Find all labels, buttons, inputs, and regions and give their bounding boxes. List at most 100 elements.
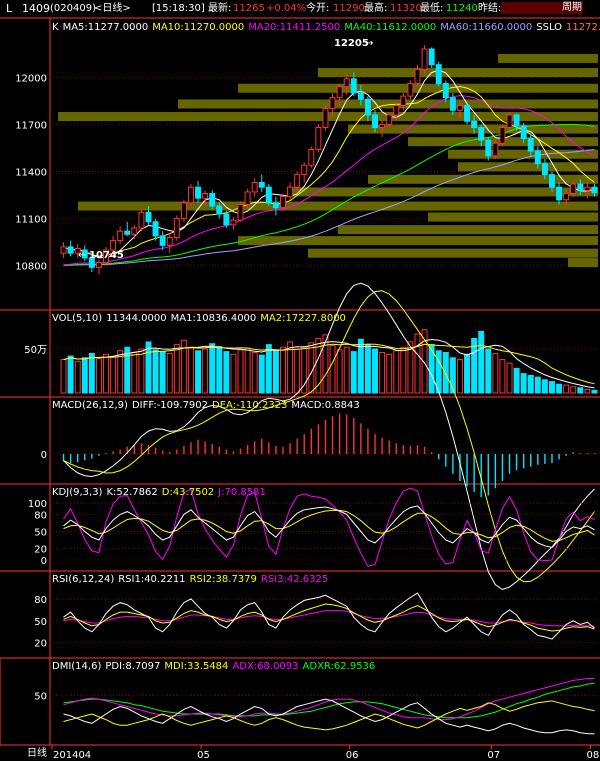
candle-body-25	[237, 203, 244, 221]
candle-body-58	[471, 120, 478, 129]
dmi-adxr-line	[63, 682, 595, 719]
macd-indicator-0: MACD(26,12,9)	[52, 400, 128, 411]
kdj-k-line	[63, 505, 595, 549]
volume-bar-62	[499, 359, 506, 394]
volume-bar-21	[209, 343, 216, 394]
volume-bar-16	[173, 344, 180, 394]
volume-bar-18	[187, 346, 194, 394]
price-indicator-5: MA60:11660.0000	[440, 22, 533, 33]
volume-bar-72	[570, 386, 577, 394]
candle-body-40	[343, 78, 350, 88]
candle-body-68	[541, 163, 548, 176]
candle-body-32	[287, 186, 294, 198]
dmi-mdi-line	[63, 700, 595, 731]
candle-body-33	[294, 174, 301, 188]
volume-bar-23	[223, 351, 230, 394]
volume-bar-34	[301, 345, 308, 394]
volume-bar-39	[336, 349, 343, 394]
kdj-indicator-3: J:70.8581	[218, 487, 266, 498]
prev-close-value-box	[501, 2, 583, 14]
volume-bar-26	[244, 347, 251, 394]
candle-body-10	[131, 227, 138, 235]
volume-profile-bar-7	[448, 149, 598, 159]
volume-indicator-2: MA1:10836.4000	[170, 313, 257, 324]
volume-bar-44	[372, 348, 378, 394]
candle-body-19	[195, 186, 202, 199]
volume-bar-57	[464, 353, 471, 394]
period-button[interactable]: 周期	[562, 2, 582, 13]
candle-body-42	[357, 92, 364, 100]
volume-profile-bar-0	[498, 53, 598, 63]
volume-bar-54	[442, 352, 449, 394]
price-indicator-labels: K MA5:11277.0000 MA10:11270.0000 MA20:11411…	[52, 21, 600, 34]
volume-bar-6	[103, 353, 109, 394]
rsi-indicator-labels: RSI(6,12,24) RSI1:40.2211 RSI2:38.7379 RSI3…	[52, 573, 332, 586]
volume-indicator-0: VOL(5,10)	[52, 313, 103, 324]
candle-body-39	[336, 86, 343, 99]
kdj-j-line	[63, 487, 595, 567]
volume-bar-9	[124, 346, 131, 394]
macd-dea-line	[63, 290, 595, 583]
candle-body-18	[187, 186, 194, 204]
ma20-line	[63, 95, 595, 266]
kdj-y-tick-3: 20	[34, 545, 47, 556]
candle-body-45	[379, 123, 386, 129]
candle-body-16	[173, 218, 180, 238]
volume-bar-75	[591, 389, 598, 394]
ma40-line	[63, 123, 595, 266]
volume-bar-36	[315, 337, 322, 394]
volume-indicator-1: 11344.0000	[106, 313, 167, 324]
volume-bar-46	[386, 353, 393, 394]
candle-body-4	[88, 257, 95, 268]
volume-profile-bar-12	[428, 212, 598, 222]
high-label: 最高:	[364, 3, 388, 14]
volume-bar-55	[449, 357, 456, 394]
volume-bar-42	[357, 338, 364, 394]
period-label: <日线>	[94, 3, 131, 14]
low-annotation: 10745	[89, 250, 124, 261]
volume-bar-56	[456, 359, 463, 394]
candle-body-37	[322, 108, 329, 129]
price-indicator-7: 11272.5000	[566, 22, 600, 33]
volume-bar-20	[202, 348, 209, 394]
rsi3-line	[63, 610, 595, 627]
rsi-y-tick-1: 50	[34, 617, 47, 628]
candle-body-12	[145, 211, 152, 223]
kdj-indicator-labels: KDJ(9,3,3) K:52.7862 D:43.7502 J:70.8581	[52, 486, 270, 499]
code-label: (020409)	[50, 3, 96, 14]
kdj-y-tick-0: 100	[28, 499, 47, 510]
volume-bar-67	[534, 376, 541, 394]
candle-body-53	[435, 64, 442, 85]
candle-body-46	[386, 114, 393, 125]
volume-profile-bar-15	[308, 248, 598, 258]
x-tick-label-4: 08	[586, 750, 599, 761]
candle-body-65	[520, 125, 527, 140]
volume-bar-32	[287, 341, 294, 394]
candle-body-64	[513, 114, 520, 127]
candle-body-6	[103, 249, 109, 264]
volume-bar-5	[95, 358, 102, 394]
volume-bar-50	[414, 333, 421, 394]
prev-close-label: 昨结:	[478, 3, 502, 14]
dmi-indicator-0: DMI(14,6)	[52, 661, 102, 672]
volume-ma2-line	[63, 343, 595, 385]
rsi-indicator-0: RSI(6,12,24)	[52, 574, 115, 585]
rsi1-line	[63, 592, 595, 640]
volume-bar-64	[513, 367, 520, 394]
candle-body-43	[364, 98, 371, 116]
candle-body-35	[308, 149, 315, 166]
candle-body-73	[577, 183, 584, 191]
latest-value: 11265	[233, 3, 265, 14]
volume-bar-45	[379, 352, 386, 394]
x-tick-label-1: 05	[197, 750, 210, 761]
rsi-y-tick-2: 20	[34, 639, 47, 650]
volume-profile-bar-14	[238, 236, 598, 246]
rsi-indicator-3: RSI3:42.6325	[260, 574, 329, 585]
macd-indicator-3: MACD:0.8843	[291, 400, 360, 411]
volume-bar-73	[577, 387, 584, 394]
candle-body-59	[478, 127, 485, 141]
candle-body-30	[272, 202, 279, 209]
kdj-d-line	[63, 509, 595, 542]
